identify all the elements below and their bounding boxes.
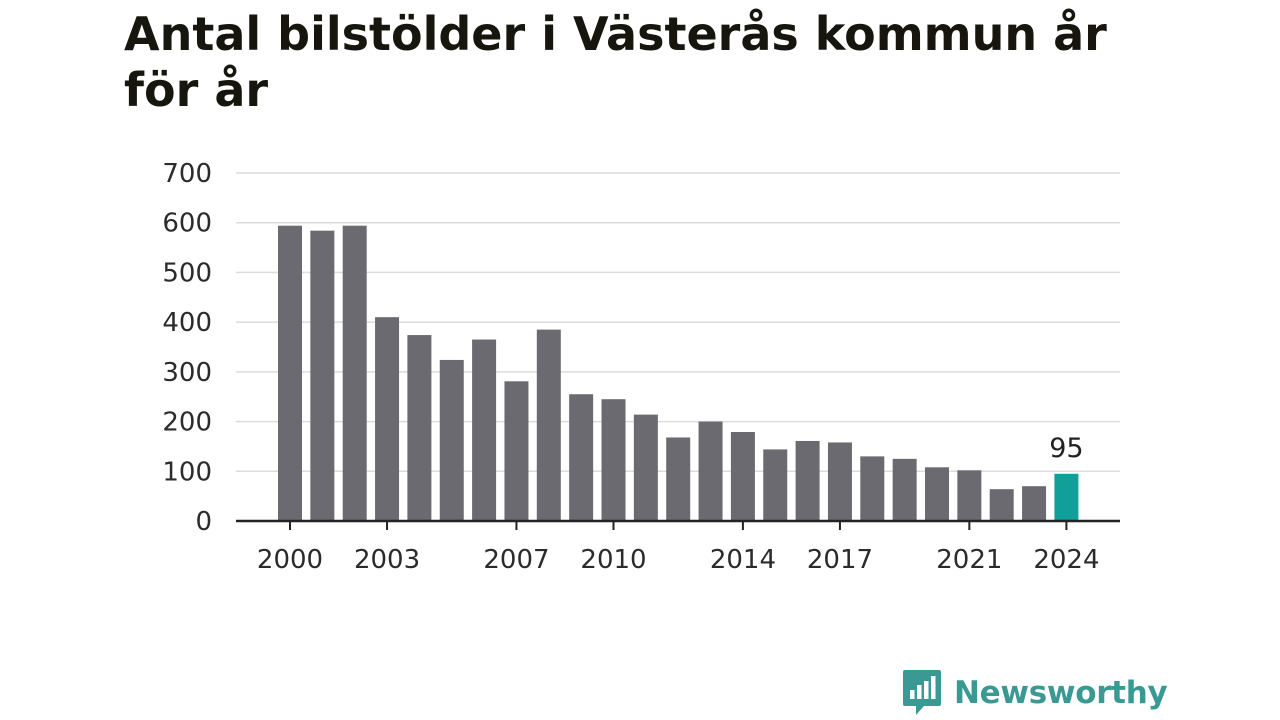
bar — [310, 230, 335, 521]
bar — [925, 467, 949, 521]
newsworthy-logo-icon — [903, 670, 941, 715]
x-tick-label: 2017 — [807, 545, 873, 575]
bar — [504, 381, 529, 521]
y-tick-label: 0 — [195, 507, 212, 537]
data-label: 95 — [1049, 433, 1083, 464]
y-tick-label: 500 — [162, 258, 212, 288]
x-tick-label: 2000 — [257, 545, 323, 575]
x-tick-label: 2014 — [710, 545, 776, 575]
bar — [472, 339, 497, 521]
y-tick-label: 400 — [162, 308, 212, 338]
x-tick-label: 2024 — [1033, 545, 1099, 575]
x-tick-label: 2021 — [936, 545, 1002, 575]
gridlines — [236, 172, 1120, 473]
bars — [278, 225, 1079, 521]
y-tick-label: 200 — [162, 408, 212, 438]
bar — [342, 225, 367, 521]
x-tick-label: 2007 — [483, 545, 549, 575]
y-tick-label: 300 — [162, 358, 212, 388]
bar — [375, 317, 400, 521]
bar — [763, 449, 788, 521]
bar — [407, 335, 432, 521]
y-axis-tick-labels: 0 100 200 300 400 500 600 700 — [162, 159, 212, 537]
bar — [860, 456, 885, 521]
x-tick-label: 2003 — [354, 545, 420, 575]
bar — [633, 414, 658, 521]
bar — [795, 440, 820, 521]
bar — [730, 432, 755, 521]
data-labels: 95 — [1049, 433, 1083, 464]
x-tick-label: 2010 — [580, 545, 646, 575]
y-tick-label: 100 — [162, 457, 212, 487]
y-tick-label: 700 — [162, 159, 212, 189]
chart-title: Antal bilstölder i Västerås kommun år fö… — [124, 7, 1107, 117]
bar — [1022, 486, 1047, 521]
bar — [439, 359, 464, 521]
x-axis-tick-labels: 2000 2003 2007 2010 2014 2017 2021 2024 — [257, 521, 1099, 575]
bar — [827, 442, 852, 521]
bar — [989, 489, 1014, 521]
brand-logo: Newsworthy — [902, 668, 1168, 718]
bar — [601, 399, 626, 521]
bar — [957, 470, 982, 521]
y-tick-label: 600 — [162, 209, 212, 239]
bar — [569, 394, 594, 521]
bar — [278, 225, 302, 521]
bar — [666, 437, 691, 521]
bar — [1054, 473, 1079, 521]
bar — [892, 458, 917, 521]
brand-name: Newsworthy — [954, 675, 1168, 711]
bar — [536, 329, 561, 521]
bar — [698, 421, 723, 521]
